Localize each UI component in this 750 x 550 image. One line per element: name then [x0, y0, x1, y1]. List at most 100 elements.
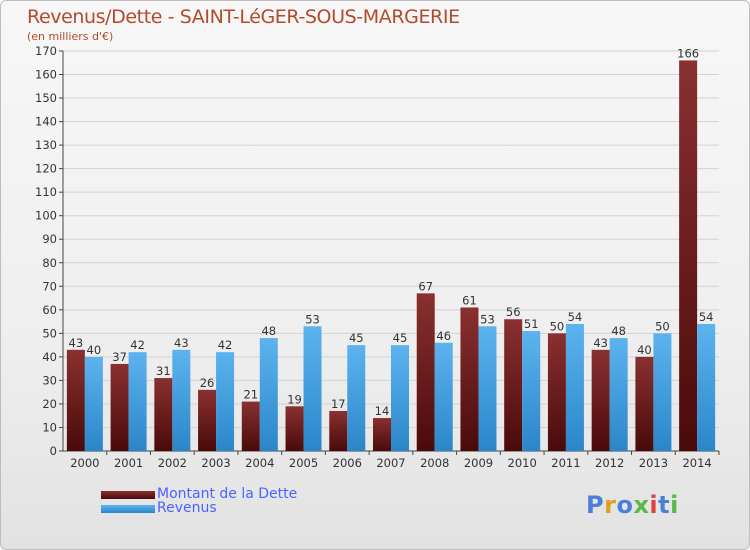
data-label-revenue-2007: 45: [393, 331, 408, 345]
bar-revenue-2001: [128, 352, 147, 451]
bar-revenue-2013: [653, 333, 672, 451]
data-label-revenue-2011: 54: [568, 310, 583, 324]
data-label-revenue-2014: 54: [699, 310, 714, 324]
x-tick-label-2002: 2002: [158, 456, 187, 470]
y-tick-label: 20: [42, 397, 57, 411]
bar-revenue-2002: [172, 349, 191, 451]
bar-debt-2004: [241, 401, 260, 451]
x-tick-label-2007: 2007: [376, 456, 405, 470]
x-tick-label-2006: 2006: [333, 456, 362, 470]
x-tick-label-2005: 2005: [289, 456, 318, 470]
logo-letter: P: [586, 491, 605, 519]
y-tick-label: 0: [50, 444, 57, 458]
data-label-debt-2007: 14: [375, 404, 390, 418]
bar-debt-2000: [66, 349, 85, 451]
bar-debt-2001: [110, 363, 129, 451]
x-tick-label-2008: 2008: [420, 456, 449, 470]
x-tick-label-2009: 2009: [464, 456, 493, 470]
y-tick-label: 60: [42, 303, 57, 317]
x-tick-label-2014: 2014: [682, 456, 711, 470]
bar-revenue-2005: [303, 326, 322, 451]
data-label-debt-2014: 166: [677, 46, 699, 60]
logo-letter: i: [670, 491, 679, 519]
chart-title: Revenus/Dette - SAINT-LéGER-SOUS-MARGERI…: [27, 6, 460, 28]
y-tick-label: 40: [42, 350, 57, 364]
bar-debt-2011: [547, 333, 566, 451]
y-tick-label: 100: [35, 209, 57, 223]
x-tick-label-2012: 2012: [595, 456, 624, 470]
data-label-revenue-2013: 50: [655, 319, 670, 333]
bar-revenue-2012: [609, 338, 628, 451]
data-label-debt-2011: 50: [550, 319, 565, 333]
logo-letter: o: [616, 491, 634, 519]
legend-swatch-debt: [101, 491, 155, 499]
logo-letter: x: [633, 491, 650, 519]
logo-letter: t: [658, 491, 671, 519]
logo-letter: i: [649, 491, 659, 519]
bar-debt-2010: [504, 319, 523, 451]
logo-letter: r: [604, 491, 617, 519]
data-label-debt-2006: 17: [331, 397, 346, 411]
x-tick-label-2003: 2003: [201, 456, 230, 470]
bar-revenue-2007: [391, 345, 409, 451]
x-tick-label-2004: 2004: [245, 456, 274, 470]
bar-debt-2005: [285, 406, 304, 451]
y-tick-label: 130: [35, 138, 57, 152]
data-label-revenue-2001: 42: [130, 338, 145, 352]
x-tick-label-2011: 2011: [551, 456, 580, 470]
bar-debt-2014: [679, 60, 698, 451]
x-tick-label-2013: 2013: [639, 456, 668, 470]
y-tick-label: 70: [42, 279, 57, 293]
legend-label-debt: Montant de la Dette: [157, 486, 298, 502]
data-label-revenue-2008: 46: [436, 329, 451, 343]
data-label-debt-2013: 40: [637, 343, 652, 357]
y-tick-label: 50: [42, 326, 57, 340]
y-tick-label: 80: [42, 256, 57, 270]
x-tick-label-2001: 2001: [114, 456, 143, 470]
data-label-revenue-2004: 48: [261, 324, 276, 338]
bar-revenue-2014: [697, 323, 716, 451]
bar-debt-2008: [416, 293, 435, 451]
data-label-debt-2002: 31: [156, 364, 171, 378]
data-label-debt-2005: 19: [287, 392, 302, 406]
y-tick-label: 140: [35, 115, 57, 129]
x-tick-label-2000: 2000: [70, 456, 99, 470]
y-tick-label: 170: [35, 44, 57, 58]
y-tick-label: 10: [42, 420, 57, 434]
data-label-revenue-2000: 40: [87, 343, 102, 357]
data-label-debt-2008: 67: [418, 279, 433, 293]
y-tick-label: 120: [35, 162, 57, 176]
bar-revenue-2004: [259, 338, 278, 451]
data-label-revenue-2009: 53: [480, 312, 495, 326]
bar-revenue-2006: [347, 345, 366, 451]
data-label-revenue-2010: 51: [524, 317, 539, 331]
bar-debt-2006: [329, 411, 348, 451]
bar-revenue-2009: [478, 326, 497, 451]
bar-debt-2007: [373, 418, 391, 451]
y-tick-label: 110: [35, 185, 57, 199]
bar-revenue-2000: [84, 356, 103, 451]
data-label-debt-2012: 43: [593, 336, 608, 350]
bar-revenue-2011: [565, 323, 584, 451]
data-label-debt-2001: 37: [112, 350, 127, 364]
bar-revenue-2008: [434, 342, 453, 451]
data-label-debt-2009: 61: [462, 293, 477, 307]
data-label-debt-2004: 21: [243, 388, 258, 402]
proxiti-logo: Proxiti: [586, 491, 679, 519]
data-label-revenue-2005: 53: [305, 312, 320, 326]
bar-revenue-2010: [522, 331, 541, 451]
data-label-debt-2000: 43: [69, 336, 84, 350]
data-label-revenue-2012: 48: [611, 324, 626, 338]
data-label-revenue-2002: 43: [174, 336, 189, 350]
legend-label-revenue: Revenus: [157, 500, 217, 516]
bar-debt-2002: [154, 378, 173, 451]
bar-debt-2013: [635, 356, 654, 451]
bar-debt-2003: [198, 389, 217, 451]
legend-swatch-revenue: [101, 505, 155, 513]
data-label-revenue-2003: 42: [218, 338, 233, 352]
bar-revenue-2003: [216, 352, 235, 451]
y-tick-label: 150: [35, 91, 57, 105]
data-label-debt-2010: 56: [506, 305, 521, 319]
